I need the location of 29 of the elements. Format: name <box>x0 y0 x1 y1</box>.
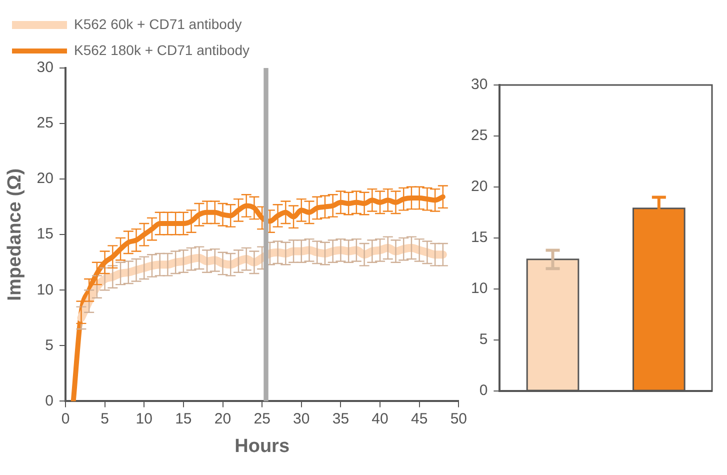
y-tick-label: 30 <box>470 76 488 94</box>
x-tick-label: 10 <box>136 410 152 428</box>
y-tick-label: 0 <box>479 382 488 400</box>
y-tick-label: 25 <box>36 114 54 132</box>
y-tick-label: 10 <box>36 281 54 298</box>
legend-label: K562 180k + CD71 antibody <box>74 42 250 58</box>
y-tick-label: 10 <box>470 280 488 298</box>
y-tick-label: 5 <box>45 336 54 354</box>
x-tick-label: 40 <box>372 410 388 428</box>
y-tick-label: 30 <box>36 59 54 76</box>
y-tick-label: 15 <box>470 229 488 246</box>
x-tick-label: 30 <box>293 410 310 428</box>
x-tick-label: 50 <box>450 410 467 428</box>
legend-label: K562 60k + CD71 antibody <box>74 16 242 32</box>
y-axis-title: Impedance (Ω) <box>4 168 26 301</box>
x-tick-label: 5 <box>100 410 109 428</box>
x-tick-label: 45 <box>410 410 428 428</box>
y-tick-label: 20 <box>36 170 54 188</box>
y-tick-label: 5 <box>479 331 488 348</box>
x-axis-title: Hours <box>234 436 290 457</box>
x-tick-label: 15 <box>175 410 192 428</box>
y-tick-label: 20 <box>470 178 488 196</box>
x-tick-label: 25 <box>254 410 270 428</box>
x-tick-label: 20 <box>214 410 232 428</box>
x-tick-label: 0 <box>61 410 70 428</box>
x-tick-label: 35 <box>332 410 350 428</box>
y-tick-label: 15 <box>36 226 54 243</box>
y-tick-label: 25 <box>470 127 488 144</box>
y-tick-label: 0 <box>45 392 54 410</box>
